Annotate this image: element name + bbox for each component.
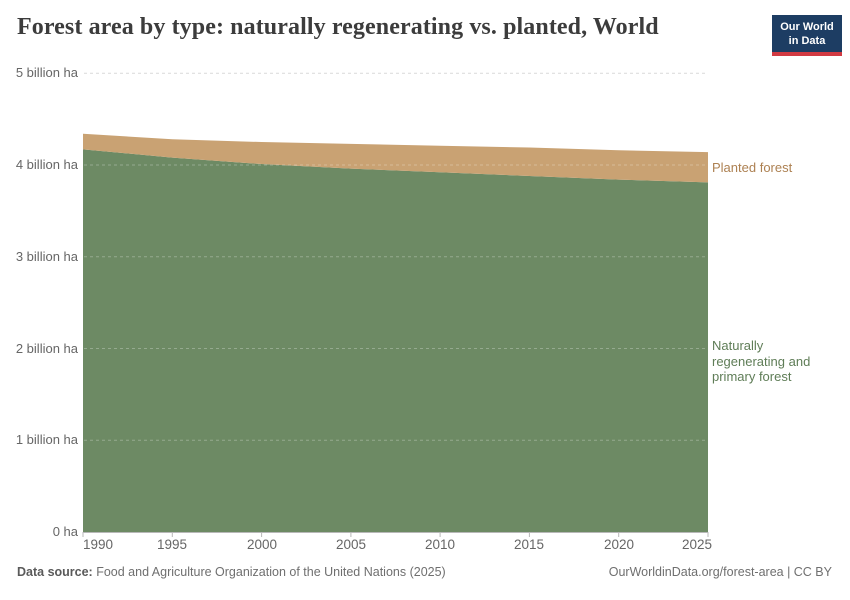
x-axis xyxy=(82,532,709,537)
series-label-planted-forest: Planted forest xyxy=(712,160,793,175)
y-tick-1b: 1 billion ha xyxy=(15,432,78,447)
gridlines-overlay xyxy=(84,164,708,441)
x-tick-2020: 2020 xyxy=(603,537,635,552)
x-tick-2000: 2000 xyxy=(246,537,278,552)
y-tick-0: 0 ha xyxy=(52,524,78,539)
series-label-natural-forest: Naturally regenerating and primary fores… xyxy=(712,338,811,384)
chart-title: Forest area by type: naturally regenerat… xyxy=(17,14,659,40)
data-source-text: Food and Agriculture Organization of the… xyxy=(92,565,446,579)
area-planted-forest[interactable] xyxy=(83,133,708,183)
area-natural-forest[interactable] xyxy=(83,149,708,533)
owid-logo: Our World in Data xyxy=(772,15,842,56)
x-tick-1990: 1990 xyxy=(83,537,114,552)
x-tick-2025: 2025 xyxy=(681,537,712,552)
y-tick-4b: 4 billion ha xyxy=(15,157,78,172)
owid-logo-line2: in Data xyxy=(788,34,826,47)
x-tick-1995: 1995 xyxy=(156,537,188,552)
credit-line: OurWorldinData.org/forest-area | CC BY xyxy=(608,565,832,579)
chart-footer: Data source: Food and Agriculture Organi… xyxy=(17,565,832,579)
x-tick-2015: 2015 xyxy=(513,537,545,552)
data-source-note: Data source: Food and Agriculture Organi… xyxy=(17,565,446,579)
x-tick-2005: 2005 xyxy=(335,537,367,552)
y-tick-2b: 2 billion ha xyxy=(15,341,78,356)
x-tick-2010: 2010 xyxy=(424,537,456,552)
y-tick-5b: 5 billion ha xyxy=(15,65,78,80)
data-source-label: Data source: xyxy=(17,565,93,579)
y-tick-3b: 3 billion ha xyxy=(15,249,78,264)
owid-logo-line1: Our World xyxy=(780,20,834,33)
